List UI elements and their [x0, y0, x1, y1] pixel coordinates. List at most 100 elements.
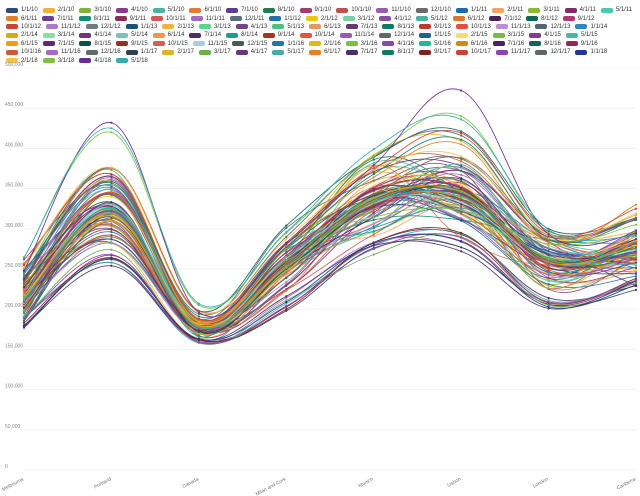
- data-point[interactable]: [22, 290, 26, 293]
- data-point[interactable]: [372, 155, 375, 158]
- data-point[interactable]: [547, 284, 550, 287]
- series-line[interactable]: [23, 189, 637, 331]
- data-point[interactable]: [460, 167, 463, 170]
- data-point[interactable]: [372, 230, 375, 233]
- data-point[interactable]: [22, 293, 26, 296]
- legend-item[interactable]: 1/1/14: [575, 23, 607, 31]
- legend-item[interactable]: 7/1/13: [345, 23, 377, 31]
- data-point[interactable]: [22, 281, 26, 284]
- data-point[interactable]: [547, 233, 550, 236]
- data-point[interactable]: [547, 235, 550, 238]
- series-line[interactable]: [23, 166, 637, 327]
- legend-item[interactable]: 3/1/17: [199, 48, 231, 56]
- legend-item[interactable]: 12/1/14: [379, 31, 414, 39]
- legend-item[interactable]: 6/1/16: [455, 40, 488, 48]
- data-point[interactable]: [372, 209, 375, 212]
- data-point[interactable]: [197, 320, 200, 323]
- data-point[interactable]: [110, 212, 113, 215]
- legend-item[interactable]: 4/1/15: [529, 31, 561, 39]
- data-point[interactable]: [285, 304, 288, 308]
- legend-item[interactable]: 9/1/12: [562, 14, 594, 22]
- data-point[interactable]: [110, 264, 113, 267]
- legend-item[interactable]: 1/1/10: [6, 6, 38, 14]
- data-point[interactable]: [197, 322, 200, 325]
- data-point[interactable]: [285, 299, 288, 302]
- data-point[interactable]: [547, 230, 550, 233]
- data-point[interactable]: [197, 311, 200, 314]
- legend-item[interactable]: 3/1/16: [345, 40, 377, 48]
- legend-item[interactable]: 5/1/10: [152, 6, 184, 14]
- data-point[interactable]: [372, 153, 375, 156]
- legend-item[interactable]: 12/1/15: [232, 40, 267, 48]
- data-point[interactable]: [22, 256, 26, 259]
- data-point[interactable]: [460, 164, 463, 168]
- data-point[interactable]: [547, 299, 550, 302]
- data-point[interactable]: [547, 251, 550, 255]
- data-point[interactable]: [634, 272, 638, 275]
- data-point[interactable]: [547, 296, 550, 300]
- data-point[interactable]: [547, 237, 550, 240]
- data-point[interactable]: [634, 253, 638, 256]
- data-point[interactable]: [110, 223, 113, 226]
- data-point[interactable]: [285, 238, 288, 241]
- legend-item[interactable]: 12/1/11: [229, 14, 264, 22]
- data-point[interactable]: [372, 201, 375, 204]
- data-point[interactable]: [22, 300, 26, 304]
- legend-item[interactable]: 3/1/12: [342, 14, 374, 22]
- data-point[interactable]: [285, 251, 288, 255]
- legend-item[interactable]: 5/1/17: [272, 48, 304, 56]
- data-point[interactable]: [372, 216, 375, 219]
- data-point[interactable]: [547, 283, 550, 286]
- data-point[interactable]: [372, 184, 375, 187]
- data-point[interactable]: [372, 193, 375, 196]
- legend-item[interactable]: 11/1/13: [495, 23, 530, 31]
- legend-item[interactable]: 9/1/11: [114, 14, 146, 22]
- data-point[interactable]: [110, 127, 113, 130]
- data-point[interactable]: [634, 259, 638, 263]
- legend-item[interactable]: 7/1/16: [492, 40, 524, 48]
- data-point[interactable]: [372, 161, 375, 164]
- data-point[interactable]: [372, 207, 375, 210]
- data-point[interactable]: [197, 332, 200, 335]
- legend-item[interactable]: 2/1/11: [492, 6, 523, 14]
- data-point[interactable]: [285, 308, 288, 311]
- legend-item[interactable]: 2/1/13: [162, 23, 194, 31]
- legend-item[interactable]: 9/1/15: [116, 40, 148, 48]
- legend-item[interactable]: 2/1/12: [305, 14, 338, 22]
- data-point[interactable]: [460, 169, 463, 173]
- legend-item[interactable]: 11/1/16: [46, 48, 81, 56]
- legend-item[interactable]: 5/1/11: [600, 6, 632, 14]
- data-point[interactable]: [460, 197, 463, 201]
- legend-item[interactable]: 3/1/11: [528, 6, 560, 14]
- data-point[interactable]: [547, 273, 550, 276]
- data-point[interactable]: [110, 185, 113, 188]
- data-point[interactable]: [460, 250, 463, 253]
- data-point[interactable]: [634, 232, 638, 235]
- legend-item[interactable]: 7/1/11: [42, 14, 74, 22]
- data-point[interactable]: [197, 315, 200, 318]
- legend-item[interactable]: 8/1/13: [382, 23, 414, 31]
- data-point[interactable]: [547, 242, 550, 246]
- data-point[interactable]: [197, 335, 200, 338]
- data-point[interactable]: [372, 214, 375, 218]
- data-point[interactable]: [110, 173, 113, 176]
- data-point[interactable]: [110, 175, 113, 178]
- data-point[interactable]: [460, 202, 463, 205]
- data-point[interactable]: [285, 254, 288, 257]
- data-point[interactable]: [460, 118, 463, 121]
- data-point[interactable]: [634, 203, 638, 206]
- data-point[interactable]: [372, 194, 375, 197]
- data-point[interactable]: [547, 271, 550, 274]
- data-point[interactable]: [634, 234, 638, 238]
- legend-item[interactable]: 4/1/11: [564, 6, 596, 14]
- data-point[interactable]: [372, 176, 375, 179]
- legend-item[interactable]: 4/1/12: [379, 14, 411, 22]
- data-point[interactable]: [547, 253, 550, 256]
- data-point[interactable]: [285, 267, 288, 270]
- data-point[interactable]: [197, 309, 200, 312]
- data-point[interactable]: [197, 327, 200, 330]
- data-point[interactable]: [634, 230, 638, 234]
- legend-item[interactable]: 6/1/13: [309, 23, 341, 31]
- data-point[interactable]: [285, 289, 288, 292]
- data-point[interactable]: [547, 287, 550, 290]
